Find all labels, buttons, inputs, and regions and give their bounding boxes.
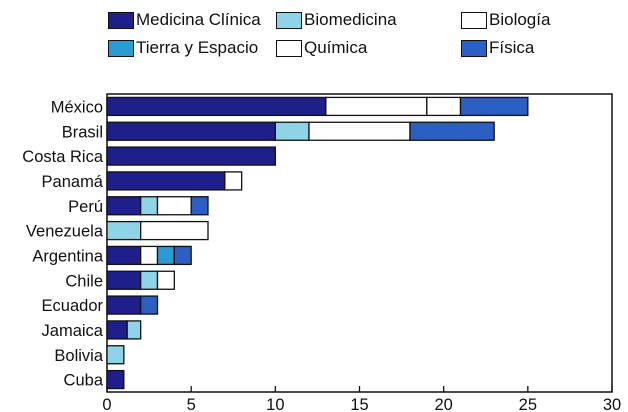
x-tick-label: 20 <box>434 396 452 412</box>
legend-swatch <box>276 11 302 29</box>
y-tick-label: Bolivia <box>54 347 103 365</box>
legend-item-biomedicina: Biomedicina <box>276 10 397 30</box>
legend-label: Química <box>304 38 368 57</box>
bar-segment <box>106 245 142 266</box>
bar-segment <box>140 270 159 290</box>
bar-segment <box>126 320 142 340</box>
bar-segment <box>106 146 276 166</box>
bar-segment <box>106 369 125 390</box>
x-tick-label: 10 <box>266 396 284 412</box>
bar-segment <box>274 121 310 141</box>
y-tick-label: Argentina <box>32 247 103 265</box>
y-tick-label: Venezuela <box>26 223 104 241</box>
bar-segment <box>106 196 142 216</box>
legend-item-medicina-clinica: Medicina Clínica <box>108 10 261 30</box>
y-tick-label: Cuba <box>64 372 104 390</box>
bar-segment <box>140 245 159 266</box>
bar-segment <box>106 171 226 191</box>
y-tick-label: Panamá <box>42 173 104 191</box>
bar-segment <box>140 220 209 241</box>
bar-segment <box>106 295 142 315</box>
x-tick-label: 30 <box>603 396 621 412</box>
y-tick-label: México <box>51 98 103 116</box>
chart-legend: Medicina Clínica Biomedicina Biología Ti… <box>0 0 628 70</box>
legend-label: Física <box>489 38 535 57</box>
legend-item-tierra-y-espacio: Tierra y Espacio <box>108 38 258 58</box>
y-tick-label: Perú <box>68 198 103 216</box>
bar-segment <box>106 220 142 241</box>
bar-segment <box>106 121 276 141</box>
y-tick-label: Jamaica <box>42 322 104 340</box>
x-tick-label: 15 <box>350 396 368 412</box>
bar-segment <box>156 270 175 290</box>
legend-label: Medicina Clínica <box>136 10 261 29</box>
bar-segment <box>156 196 192 216</box>
bar-segment <box>224 171 243 191</box>
legend-swatch <box>108 39 134 57</box>
bar-segment <box>156 245 175 266</box>
y-tick-label: Ecuador <box>42 297 104 315</box>
y-tick-label: Costa Rica <box>22 148 104 166</box>
bar-segment <box>459 96 529 117</box>
bar-segment <box>140 196 159 216</box>
legend-label: Biomedicina <box>304 10 397 29</box>
legend-swatch <box>461 11 487 29</box>
bar-segment <box>106 96 327 117</box>
y-tick-label: Chile <box>65 272 103 290</box>
legend-swatch <box>108 11 134 29</box>
x-tick-label: 25 <box>519 396 537 412</box>
bar-segment <box>106 320 128 340</box>
legend-item-biologia: Biología <box>461 10 550 30</box>
y-tick-label: Brasil <box>62 123 103 141</box>
bar-segment <box>308 121 411 141</box>
bar-segment <box>173 245 192 266</box>
legend-label: Biología <box>489 10 551 29</box>
bar-segment <box>409 121 495 141</box>
legend-swatch <box>276 39 302 57</box>
legend-item-quimica: Química <box>276 38 367 58</box>
bar-segment <box>426 96 462 117</box>
bar-segment <box>106 345 125 365</box>
legend-item-fisica: Física <box>461 38 534 58</box>
bar-segment <box>106 270 142 290</box>
bar-segment <box>190 196 209 216</box>
x-tick-label: 0 <box>102 396 111 412</box>
bar-segment <box>325 96 428 117</box>
x-tick-label: 5 <box>187 396 196 412</box>
legend-swatch <box>461 39 487 57</box>
bar-segment <box>140 295 159 315</box>
legend-label: Tierra y Espacio <box>136 38 259 57</box>
